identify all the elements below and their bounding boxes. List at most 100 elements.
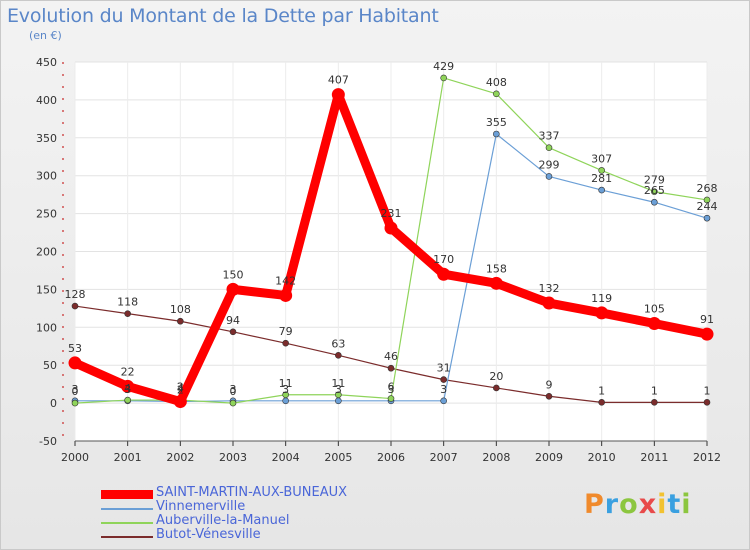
x-tick-label: 2008 [482, 451, 510, 464]
legend-label: Auberville-la-Manuel [156, 513, 290, 528]
logo-letter: P [584, 489, 605, 520]
x-tick-label: 2009 [535, 451, 563, 464]
data-point [595, 306, 609, 320]
data-point [387, 364, 395, 372]
data-label: 3 [440, 383, 447, 396]
data-label: 407 [328, 74, 349, 87]
chart-unit: (en €) [29, 29, 62, 42]
x-tick-label: 2001 [114, 451, 142, 464]
logo-letter: i [681, 489, 692, 520]
data-label: 94 [226, 314, 240, 327]
x-tick-label: 2011 [640, 451, 668, 464]
legend-label: Vinnemerville [156, 499, 246, 514]
data-label: 1 [651, 384, 658, 397]
data-point [542, 296, 556, 310]
y-tick-label: 300 [36, 170, 57, 183]
data-label: 307 [591, 152, 612, 165]
y-tick-label: 250 [36, 208, 57, 221]
data-label: 31 [437, 362, 451, 375]
x-tick-label: 2010 [588, 451, 616, 464]
proxiti-logo: Proxiti [584, 489, 692, 520]
data-label: 3 [282, 383, 289, 396]
data-label: 265 [644, 184, 665, 197]
y-tick-label: 0 [50, 397, 57, 410]
legend-swatch [101, 522, 153, 524]
data-label: 281 [591, 172, 612, 185]
data-point [173, 395, 187, 409]
data-point [229, 328, 237, 336]
data-label: 128 [65, 288, 86, 301]
data-point [71, 399, 79, 407]
legend-swatch [101, 490, 153, 499]
logo-letter: x [638, 489, 658, 520]
y-tick-label: 50 [43, 359, 57, 372]
data-point [493, 130, 500, 138]
data-label: 0 [72, 385, 79, 398]
x-tick-label: 2006 [377, 451, 405, 464]
data-label: 4 [124, 382, 131, 395]
data-label: 408 [486, 76, 507, 89]
data-point [282, 339, 289, 347]
data-point [493, 384, 500, 392]
data-point [440, 74, 447, 82]
data-label: 11 [331, 377, 345, 390]
data-label: 150 [223, 268, 244, 281]
data-label: 46 [384, 350, 398, 363]
data-point [647, 317, 661, 331]
data-label: 231 [381, 207, 402, 220]
y-tick-label: -50 [39, 435, 57, 448]
data-label: 1 [598, 384, 605, 397]
chart-title: Evolution du Montant de la Dette par Hab… [7, 5, 439, 27]
data-label: 118 [117, 296, 138, 309]
x-tick-label: 2012 [693, 451, 721, 464]
data-point [493, 90, 500, 98]
data-label: 79 [279, 325, 293, 338]
data-label: 2 [177, 381, 184, 394]
data-label: 3 [72, 383, 79, 396]
data-point [282, 391, 289, 399]
data-label: 279 [644, 174, 665, 187]
x-tick-label: 2003 [219, 451, 247, 464]
data-point [651, 399, 658, 406]
data-label: 11 [279, 377, 293, 390]
data-label: 91 [700, 313, 714, 326]
data-point [331, 88, 345, 102]
data-point [226, 282, 240, 296]
y-tick-label: 400 [36, 94, 57, 107]
y-tick-label: 200 [36, 246, 57, 259]
data-point [68, 356, 82, 370]
data-point [545, 392, 553, 400]
data-point [437, 267, 451, 281]
data-label: 429 [433, 60, 454, 73]
y-tick-label: 100 [36, 321, 57, 334]
data-point [598, 399, 605, 406]
legend-swatch [101, 508, 153, 510]
data-point [545, 173, 553, 180]
data-point [124, 310, 131, 317]
data-point [440, 376, 447, 383]
data-label: 63 [331, 337, 345, 350]
data-point [598, 186, 605, 194]
data-point [335, 352, 342, 359]
data-label: 268 [697, 182, 718, 195]
data-point [651, 188, 658, 195]
y-tick-label: 150 [36, 283, 57, 296]
y-tick-label: 350 [36, 132, 57, 145]
data-label: 142 [275, 274, 296, 287]
data-point [282, 397, 289, 405]
x-tick-label: 2005 [324, 451, 352, 464]
data-point [279, 288, 293, 302]
logo-letter: t [667, 489, 682, 520]
y-tick-label: 450 [36, 56, 57, 69]
data-label: 108 [170, 303, 191, 316]
data-label: 3 [230, 383, 237, 396]
data-point [124, 396, 131, 404]
legend-label: Butot-Vénesville [156, 527, 261, 542]
legend-swatch [101, 536, 153, 538]
x-tick-label: 2004 [272, 451, 300, 464]
data-label: 9 [546, 378, 553, 391]
data-point [700, 327, 714, 341]
data-point [387, 395, 395, 402]
x-tick-label: 2007 [430, 451, 458, 464]
